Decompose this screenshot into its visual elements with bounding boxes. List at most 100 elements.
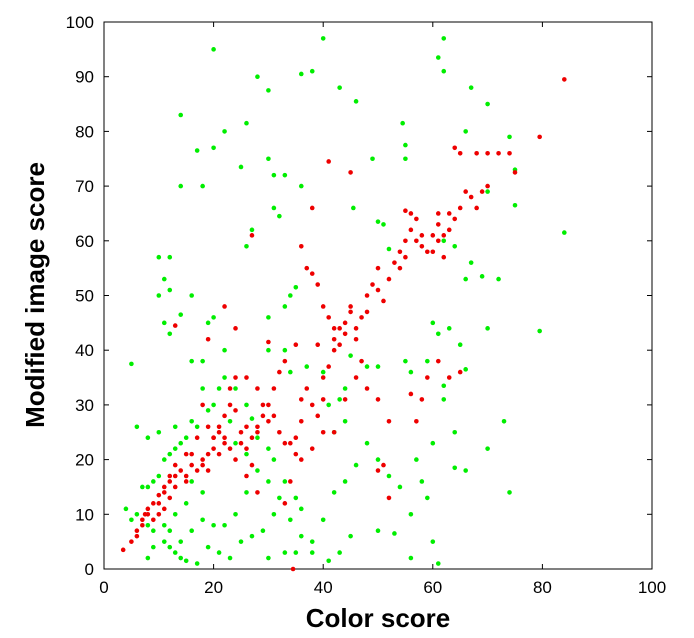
data-point [408, 555, 414, 561]
data-point [161, 484, 167, 490]
data-point [282, 550, 288, 555]
data-point [211, 402, 216, 408]
data-point [249, 462, 255, 468]
data-point [435, 561, 441, 566]
data-point [140, 517, 145, 523]
data-point [227, 402, 233, 408]
data-point [288, 440, 293, 446]
data-point [375, 219, 381, 224]
data-point [167, 479, 173, 484]
data-point [244, 490, 249, 495]
data-point [244, 243, 249, 249]
data-point [266, 88, 271, 93]
data-point [403, 238, 408, 244]
data-point [145, 512, 151, 517]
data-point [277, 369, 282, 375]
data-point [474, 205, 479, 211]
data-point [145, 522, 151, 528]
data-point [375, 364, 381, 369]
data-point [189, 479, 194, 484]
data-point [370, 156, 375, 162]
data-point [414, 216, 419, 222]
data-point [293, 342, 299, 348]
data-point [342, 386, 348, 391]
data-point [408, 512, 414, 517]
data-point [183, 451, 189, 457]
data-point [249, 233, 255, 238]
data-point [216, 550, 222, 555]
data-point [140, 484, 145, 490]
data-point [129, 517, 134, 523]
data-point [172, 462, 178, 468]
data-point [463, 468, 468, 473]
data-point [485, 446, 490, 451]
data-point [244, 446, 249, 451]
data-point [479, 189, 485, 194]
data-point [288, 369, 293, 375]
data-point [403, 156, 408, 162]
data-point [309, 446, 315, 451]
data-point [446, 375, 452, 380]
data-point [309, 68, 315, 74]
data-point [178, 312, 184, 317]
data-point [205, 544, 211, 550]
data-point [222, 522, 227, 528]
data-point [249, 435, 255, 441]
data-point [419, 397, 425, 402]
data-point [255, 435, 260, 441]
data-point [446, 227, 452, 233]
data-point [178, 468, 184, 473]
data-point [266, 156, 271, 162]
data-point [282, 358, 288, 364]
data-point [507, 150, 512, 156]
data-point [342, 331, 348, 337]
data-point [244, 473, 249, 479]
data-point [463, 189, 468, 194]
data-point [507, 490, 512, 495]
data-point [255, 429, 260, 435]
data-point [403, 358, 408, 364]
data-point [315, 413, 321, 419]
data-point [400, 120, 405, 126]
data-point [211, 47, 216, 52]
x-tick-label: 40 [314, 578, 333, 597]
data-point [266, 479, 271, 484]
data-point [200, 358, 205, 364]
data-point [485, 101, 490, 107]
data-point [161, 506, 167, 512]
data-point [364, 364, 370, 369]
data-point [161, 522, 167, 528]
data-point [255, 424, 260, 430]
data-point [151, 501, 156, 506]
data-point [134, 528, 140, 534]
data-point [562, 77, 567, 82]
x-tick-label: 60 [423, 578, 442, 597]
data-point [353, 375, 359, 380]
data-point [266, 339, 271, 345]
data-point [446, 211, 452, 216]
data-point [161, 320, 167, 326]
data-point [156, 254, 162, 260]
data-point [238, 539, 244, 544]
data-point [145, 555, 151, 561]
data-point [151, 528, 156, 534]
x-tick-label: 80 [533, 578, 552, 597]
data-point [266, 446, 271, 451]
data-point [414, 419, 419, 424]
data-point [370, 282, 375, 287]
data-point [260, 413, 266, 419]
data-point [348, 309, 353, 315]
data-point [244, 451, 249, 457]
data-point [298, 533, 304, 539]
data-point [167, 287, 173, 293]
data-point [129, 361, 134, 367]
data-point [134, 424, 140, 430]
data-point [337, 550, 342, 555]
data-point [222, 413, 227, 419]
data-point [309, 271, 315, 276]
data-point [441, 254, 447, 260]
data-point [441, 36, 447, 41]
data-point [452, 243, 458, 249]
data-point [320, 397, 326, 402]
